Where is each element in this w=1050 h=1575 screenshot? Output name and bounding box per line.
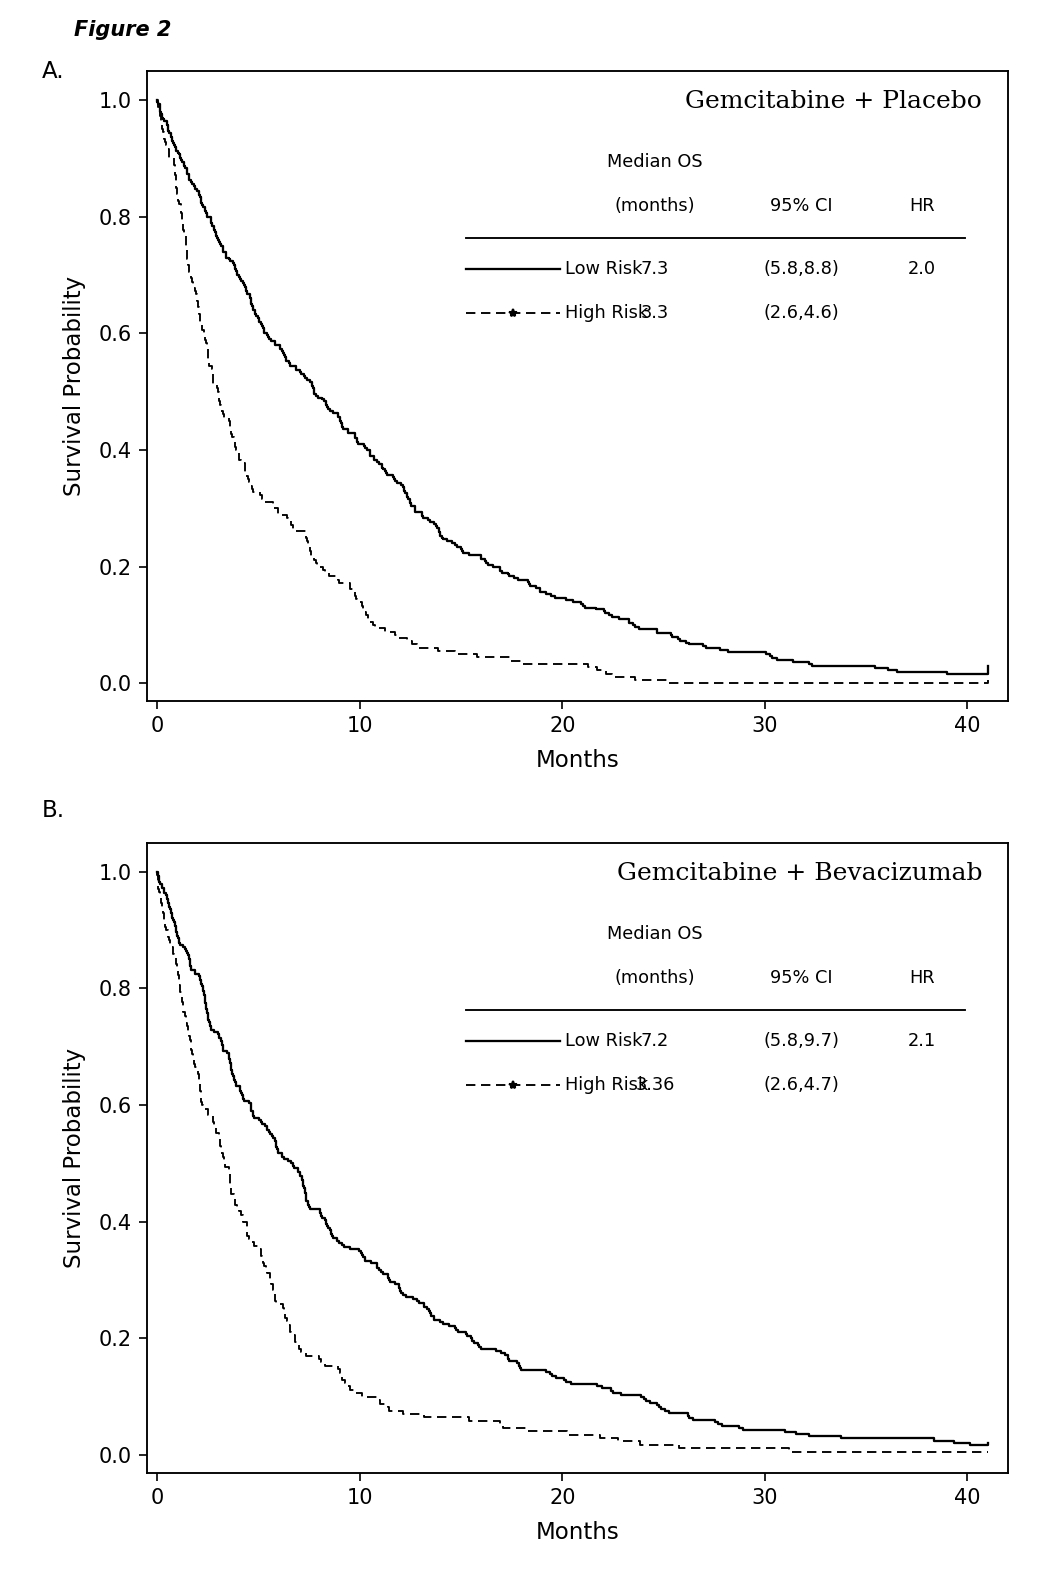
Text: 2.1: 2.1 — [908, 1032, 936, 1051]
Text: High Risk: High Risk — [565, 1076, 648, 1095]
Text: (5.8,8.8): (5.8,8.8) — [763, 260, 839, 279]
Text: Low Risk: Low Risk — [565, 1032, 643, 1051]
Text: A.: A. — [42, 60, 65, 83]
Text: (months): (months) — [614, 197, 695, 214]
Text: (2.6,4.7): (2.6,4.7) — [763, 1076, 839, 1095]
Text: Gemcitabine + Placebo: Gemcitabine + Placebo — [686, 90, 982, 113]
Text: (months): (months) — [614, 969, 695, 986]
Text: Figure 2: Figure 2 — [74, 20, 171, 41]
Text: 2.0: 2.0 — [908, 260, 936, 279]
Y-axis label: Survival Probability: Survival Probability — [63, 276, 86, 496]
X-axis label: Months: Months — [536, 750, 620, 772]
X-axis label: Months: Months — [536, 1521, 620, 1544]
Y-axis label: Survival Probability: Survival Probability — [63, 1047, 86, 1268]
Text: (2.6,4.6): (2.6,4.6) — [763, 304, 839, 323]
Text: Low Risk: Low Risk — [565, 260, 643, 279]
Text: 3.3: 3.3 — [640, 304, 669, 323]
Text: 7.3: 7.3 — [640, 260, 669, 279]
Text: B.: B. — [42, 799, 65, 822]
Text: (5.8,9.7): (5.8,9.7) — [763, 1032, 839, 1051]
Text: HR: HR — [909, 197, 934, 214]
Text: High Risk: High Risk — [565, 304, 648, 323]
Text: 95% CI: 95% CI — [770, 969, 833, 986]
Text: Gemcitabine + Bevacizumab: Gemcitabine + Bevacizumab — [616, 862, 982, 885]
Text: Median OS: Median OS — [607, 925, 702, 942]
Text: 7.2: 7.2 — [640, 1032, 669, 1051]
Text: HR: HR — [909, 969, 934, 986]
Text: Median OS: Median OS — [607, 153, 702, 170]
Text: 3.36: 3.36 — [635, 1076, 675, 1095]
Text: 95% CI: 95% CI — [770, 197, 833, 214]
